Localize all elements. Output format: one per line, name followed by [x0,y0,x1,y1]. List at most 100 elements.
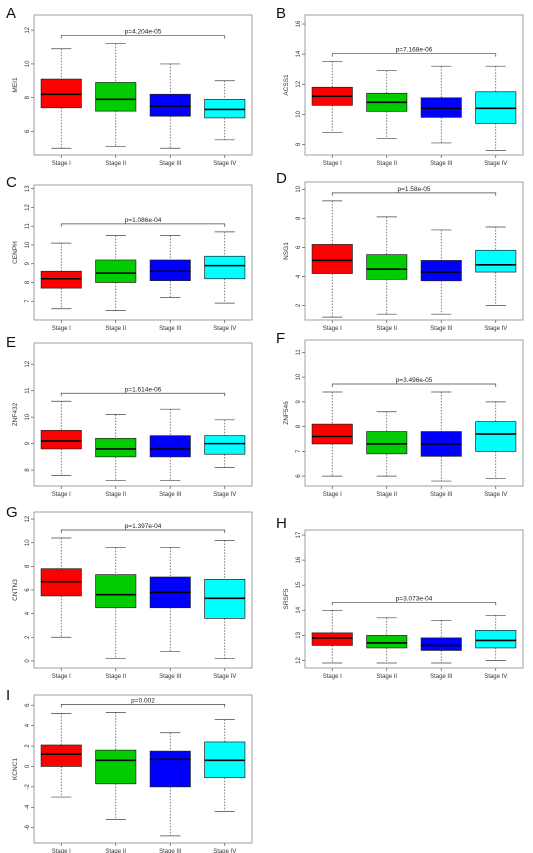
box-iqr [95,749,137,785]
panel-d: D 2 4 6 8 10 NSG1 Stage I Stage II Stage III Stage… [276,170,524,332]
y-tick-label: 15 [296,581,302,588]
y-tick-label: 8 [25,280,31,284]
x-tick-label: Stage II [105,161,126,167]
x-tick-label: Stage I [323,492,342,498]
box-3 [149,732,191,837]
y-tick-label: 4 [25,723,31,727]
box-2 [366,216,408,315]
x-tick-label: Stage II [105,849,126,853]
p-value-label: p=3.496e-05 [396,377,433,384]
box-iqr [204,98,246,119]
y-tick-label: 16 [296,556,302,563]
p-value-label: p=0.002 [131,697,155,704]
y-tick-label: 12 [296,80,302,87]
x-tick-label: Stage I [52,492,71,498]
plot-frame [304,529,524,669]
x-tick-label: Stage IV [213,492,236,498]
box-iqr [149,750,191,788]
box-4 [475,401,517,479]
y-tick-label: 12 [296,656,302,663]
p-value-label: p=1.086e-04 [125,217,162,224]
box-3 [420,229,462,315]
x-tick-label: Stage II [105,492,126,498]
y-axis-label: KCNC1 [12,758,19,780]
box-iqr [475,421,517,452]
x-tick-label: Stage I [52,161,71,167]
y-tick-label: 6 [296,474,302,478]
box-iqr [204,255,246,280]
y-axis-label: MEI1 [12,77,19,93]
significance-bracket [331,383,497,387]
x-tick-label: Stage III [430,326,453,332]
y-tick-label: 12 [25,515,31,522]
box-2 [366,411,408,477]
y-tick-label: 4 [296,274,302,278]
x-tick-label: Stage IV [213,849,236,853]
box-2 [95,235,137,311]
y-tick-label: 6 [25,588,31,592]
x-tick-label: Stage IV [213,161,236,167]
y-tick-label: 2 [25,635,31,639]
x-tick-label: Stage III [159,161,182,167]
y-tick-label: 7 [296,449,302,453]
box-1 [40,400,82,476]
x-tick-label: Stage III [159,326,182,332]
y-tick-label: 10 [296,373,302,380]
panel-letter: B [276,5,286,22]
x-tick-label: Stage II [376,326,397,332]
y-axis-label: ACSS1 [283,74,290,96]
box-iqr [366,635,408,649]
box-1 [311,391,353,477]
box-4 [475,65,517,151]
box-2 [95,712,137,820]
plot-frame [33,14,253,156]
y-tick-label: 4 [25,611,31,615]
box-iqr [366,254,408,280]
x-tick-label: Stage I [323,326,342,332]
y-tick-label: 10 [25,60,31,67]
box-3 [149,547,191,652]
box-iqr [475,630,517,649]
significance-bracket [60,35,226,39]
y-tick-label: 8 [25,468,31,472]
y-tick-label: 8 [25,95,31,99]
y-axis-label: CNTN3 [12,579,19,601]
box-3 [149,235,191,298]
y-axis-label: CENPH [12,241,19,264]
panel-b: B 8 10 12 14 16 ACSS1 Stage I Stage II Stage III S… [276,5,524,167]
y-tick-label: 6 [25,129,31,133]
significance-bracket [331,192,497,196]
p-value-label: p=1.58e-05 [397,186,430,193]
y-tick-label: 11 [25,387,31,394]
box-iqr [95,82,137,112]
box-iqr [40,744,82,767]
y-tick-label: 13 [25,185,31,192]
y-tick-label: 14 [296,606,302,613]
x-tick-label: Stage II [105,674,126,680]
x-tick-label: Stage II [376,492,397,498]
y-tick-label: -6 [25,824,31,830]
box-4 [204,231,246,304]
y-tick-label: 13 [296,631,302,638]
panel-letter: A [6,5,16,22]
x-tick-label: Stage II [105,326,126,332]
x-tick-label: Stage IV [484,492,507,498]
y-axis-label: ZNF546 [283,401,290,425]
significance-bracket [60,392,226,397]
box-iqr [420,637,462,651]
y-tick-label: 9 [25,261,31,265]
box-4 [475,614,517,661]
x-tick-label: Stage II [376,161,397,167]
y-tick-label: 12 [25,360,31,367]
plot-frame [33,184,253,321]
box-iqr [40,430,82,450]
box-1 [40,713,82,798]
significance-bracket [331,601,497,606]
x-tick-label: Stage I [323,161,342,167]
y-tick-label: 10 [296,185,302,192]
y-tick-label: 9 [25,441,31,445]
x-tick-label: Stage III [159,849,182,853]
box-4 [204,719,246,812]
panel-e: E 8 9 10 11 12 ZNF432 Stage I Stage II Stage III S… [6,334,253,498]
